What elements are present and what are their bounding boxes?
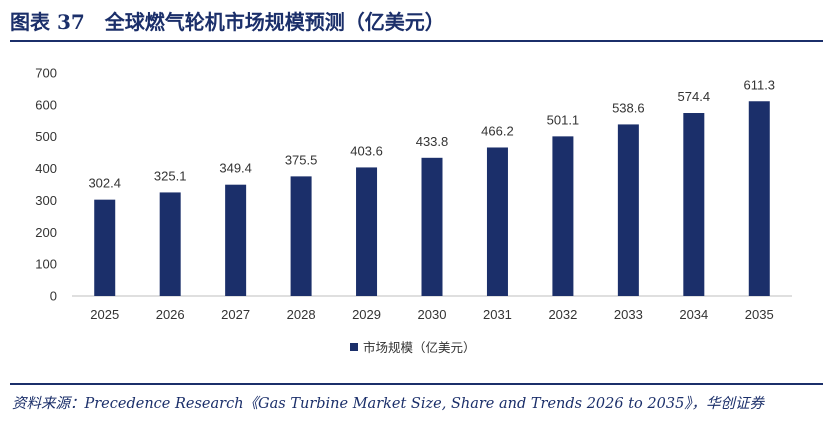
x-tick-label: 2029 [352, 307, 381, 322]
bar [617, 124, 639, 297]
bar [748, 101, 770, 296]
y-tick-label: 100 [35, 257, 57, 272]
y-tick-label: 400 [35, 161, 57, 176]
x-tick-label: 2028 [287, 307, 316, 322]
data-label: 501.1 [547, 112, 580, 127]
data-label: 375.5 [285, 152, 318, 167]
bar [421, 157, 443, 296]
data-label: 433.8 [416, 134, 449, 149]
bar [356, 167, 378, 296]
bar [486, 147, 508, 296]
data-label: 538.6 [612, 100, 645, 115]
bar [290, 176, 312, 296]
data-label: 574.4 [678, 89, 711, 104]
bar [94, 199, 116, 296]
source-note: 资料来源：Precedence Research《Gas Turbine Mar… [12, 396, 765, 412]
x-tick-label: 2026 [156, 307, 185, 322]
bar [225, 184, 247, 296]
figure-title: 图表 37 全球燃气轮机市场规模预测（亿美元） [10, 10, 445, 34]
data-label: 302.4 [88, 176, 121, 191]
x-tick-label: 2034 [679, 307, 708, 322]
bar-chart: 0 100 200 300 400 500 600 700 302.4 2025 325.1 2026… [35, 66, 792, 355]
y-tick-label: 200 [35, 225, 57, 240]
y-tick-label: 600 [35, 97, 57, 112]
legend-label: 市场规模（亿美元） [363, 340, 476, 355]
x-tick-label: 2025 [90, 307, 119, 322]
y-tick-label: 300 [35, 193, 57, 208]
data-label: 403.6 [350, 143, 383, 158]
x-tick-label: 2031 [483, 307, 512, 322]
bar [159, 192, 181, 296]
legend-swatch [350, 343, 358, 351]
x-tick-label: 2033 [614, 307, 643, 322]
x-tick-label: 2035 [745, 307, 774, 322]
data-label: 325.1 [154, 168, 187, 183]
data-label: 349.4 [219, 161, 252, 176]
x-tick-label: 2027 [221, 307, 250, 322]
title-divider [10, 40, 823, 42]
x-tick-label: 2032 [548, 307, 577, 322]
y-tick-label: 500 [35, 129, 57, 144]
y-tick-label: 0 [50, 289, 57, 304]
y-tick-label: 700 [35, 66, 57, 81]
x-tick-label: 2030 [418, 307, 447, 322]
bar [683, 113, 705, 296]
source-divider [10, 383, 823, 385]
bar [552, 136, 574, 296]
data-label: 611.3 [743, 77, 775, 92]
data-label: 466.2 [481, 123, 514, 138]
